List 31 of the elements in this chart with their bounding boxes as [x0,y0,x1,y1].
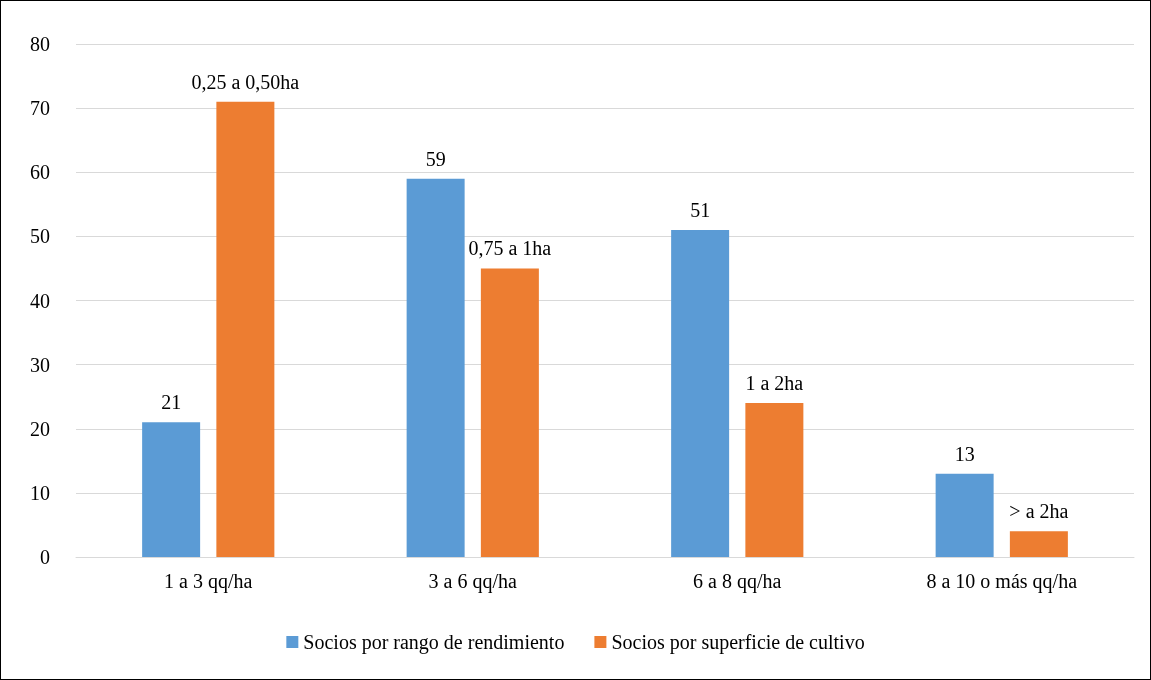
data-label: 21 [161,391,182,414]
x-tick-label: 1 a 3 qq/ha [164,570,253,593]
y-tick-label: 60 [30,161,50,184]
y-tick-label: 0 [40,546,50,568]
y-tick-label: 50 [30,225,50,248]
x-tick-label: 6 a 8 qq/ha [693,570,782,593]
bar [745,403,804,557]
data-label: 13 [954,442,975,465]
annotation: 0,75 a 1ha [468,237,552,260]
y-tick-label: 10 [30,481,50,504]
x-tick-label: 3 a 6 qq/ha [428,570,518,593]
annotation: > a 2ha [1009,500,1069,523]
y-tick-label: 80 [30,33,50,55]
bar [480,268,539,557]
y-tick-label: 30 [30,353,50,376]
bar [406,178,465,557]
bar [216,101,275,557]
y-tick-label: 40 [30,289,50,312]
bar [671,229,730,557]
x-tick-label: 8 a 10 o más qq/ha [926,570,1078,593]
y-tick-label: 20 [30,417,50,440]
bar [935,473,994,557]
legend-label: Socios por rango de rendimiento [303,631,565,654]
data-label: 51 [690,198,711,221]
annotation: 0,25 a 0,50ha [191,70,300,93]
legend-label: Socios por superficie de cultivo [611,631,865,654]
bar [142,422,201,557]
data-label: 59 [425,147,446,170]
annotation: 1 a 2ha [745,372,804,395]
bar [1009,531,1068,557]
y-tick-label: 70 [30,97,50,120]
